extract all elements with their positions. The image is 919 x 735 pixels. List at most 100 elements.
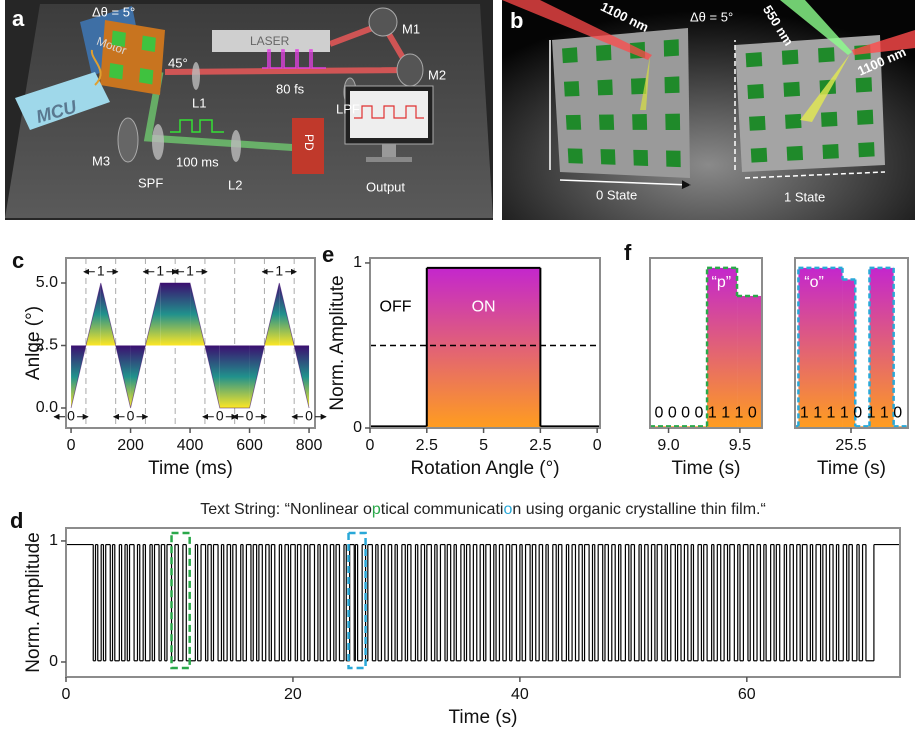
pd-label: PD bbox=[302, 134, 316, 151]
level-fill bbox=[869, 267, 894, 428]
x-tick-label: 60 bbox=[738, 686, 756, 703]
annotation: 1 bbox=[97, 262, 105, 278]
annotation: “p” bbox=[712, 274, 732, 291]
square-wave bbox=[170, 119, 224, 133]
curve bbox=[70, 282, 310, 409]
axis-arrow bbox=[744, 171, 886, 179]
y-tick-label: 0 bbox=[353, 419, 362, 436]
x-tick-label: 9.0 bbox=[657, 437, 679, 454]
x-tick-label: 800 bbox=[296, 437, 323, 454]
pixel-square bbox=[563, 81, 580, 97]
laser-box bbox=[212, 30, 330, 52]
x-tick-label: 400 bbox=[177, 437, 204, 454]
panel-a: a Δθ = 5° Motor LASER M1 M2 45° L1 80 fs… bbox=[5, 0, 493, 220]
plot-frame bbox=[649, 257, 763, 429]
lens bbox=[231, 130, 241, 162]
x-tick-label: 0 bbox=[366, 437, 375, 454]
pixel-square bbox=[666, 150, 681, 168]
component-label: SPF bbox=[138, 175, 163, 190]
pixel-square bbox=[139, 68, 154, 85]
title-part: tical communicati bbox=[381, 501, 504, 518]
pulse-train bbox=[262, 49, 326, 69]
x-axis-label: Rotation Angle (°) bbox=[410, 458, 559, 479]
highlight-box bbox=[170, 531, 191, 670]
x-tick-label: 5 bbox=[479, 437, 488, 454]
pulse-label: 80 fs bbox=[276, 81, 305, 96]
pixel-square bbox=[820, 111, 838, 127]
annotation: ON bbox=[472, 299, 496, 316]
annotation: OFF bbox=[380, 299, 412, 316]
plot-area bbox=[795, 266, 908, 428]
level-fill bbox=[426, 267, 541, 428]
crystal-film bbox=[552, 28, 690, 178]
title-part: Text String: “Nonlinear o bbox=[200, 501, 372, 518]
x-axis-label: Time (s) bbox=[449, 707, 518, 728]
component-label: M3 bbox=[92, 153, 110, 168]
annotation: 0 bbox=[67, 407, 75, 423]
x-tick-label: 0 bbox=[62, 686, 71, 703]
y-axis-label: Anlge (°) bbox=[23, 306, 44, 380]
transmitted-beam bbox=[640, 56, 650, 110]
pixel-square bbox=[567, 148, 583, 164]
component-label: L1 bbox=[192, 95, 206, 110]
axis-arrow bbox=[559, 179, 691, 190]
annotation: 0 0 0 0 1 1 1 0 bbox=[654, 404, 756, 421]
pixel-square bbox=[785, 113, 802, 129]
component-label: L2 bbox=[228, 177, 242, 192]
pixel-square bbox=[747, 84, 764, 100]
y-tick-label: 0.0 bbox=[36, 399, 58, 416]
pixel-square bbox=[822, 144, 839, 160]
annotation: “o” bbox=[804, 274, 824, 291]
y-tick-label: 1 bbox=[353, 254, 362, 271]
x-tick-label: 200 bbox=[117, 437, 144, 454]
angle-label: 45° bbox=[168, 55, 188, 70]
pixel-square bbox=[632, 114, 648, 130]
panel-label: d bbox=[10, 508, 23, 533]
annotation: 0 bbox=[305, 407, 313, 423]
pixel-square bbox=[783, 81, 800, 97]
state-label: 1 State bbox=[784, 189, 825, 204]
pixel-square bbox=[745, 52, 763, 68]
pixel-square bbox=[562, 47, 578, 64]
y-tick-label: 5.0 bbox=[36, 274, 58, 291]
plot-area bbox=[650, 266, 762, 428]
x-tick-label: 25.5 bbox=[835, 437, 866, 454]
chart-title: Text String: “Nonlinear optical communic… bbox=[200, 501, 766, 518]
lens bbox=[192, 62, 200, 90]
annotation: 1 bbox=[156, 262, 164, 278]
mirror bbox=[368, 7, 398, 37]
pixel-square bbox=[749, 115, 766, 131]
x-tick-label: 20 bbox=[284, 686, 302, 703]
annotation: 0 bbox=[216, 407, 224, 423]
x-tick-label: 40 bbox=[511, 686, 529, 703]
pixel-square bbox=[633, 149, 649, 166]
monitor-base bbox=[366, 157, 412, 162]
annotation: Δθ = 5° bbox=[92, 4, 135, 19]
highlight-box bbox=[347, 531, 367, 670]
panel-label: b bbox=[510, 8, 523, 33]
mcu-box bbox=[15, 72, 110, 130]
y-axis-label: Norm. Amplitude bbox=[23, 532, 44, 672]
output-label: Output bbox=[366, 179, 405, 194]
panel-label: c bbox=[12, 248, 24, 273]
plot-area bbox=[70, 258, 310, 428]
period-label: 100 ms bbox=[176, 154, 219, 169]
red-beam bbox=[852, 30, 915, 55]
x-tick-label: 600 bbox=[236, 437, 263, 454]
title-part: p bbox=[372, 501, 381, 518]
pixel-square bbox=[664, 76, 680, 94]
filter bbox=[152, 124, 164, 160]
photodetector bbox=[292, 118, 324, 174]
level-fill bbox=[798, 267, 843, 428]
component-label: M2 bbox=[428, 67, 446, 82]
x-axis-label: Time (ms) bbox=[148, 458, 233, 479]
x-tick-label: 0 bbox=[67, 437, 76, 454]
annotation: 1 bbox=[186, 262, 194, 278]
x-tick-label: 0 bbox=[593, 437, 602, 454]
angle-label: Δθ = 5° bbox=[690, 9, 733, 24]
area-segment bbox=[219, 345, 250, 408]
state-label: 0 State bbox=[596, 187, 637, 202]
